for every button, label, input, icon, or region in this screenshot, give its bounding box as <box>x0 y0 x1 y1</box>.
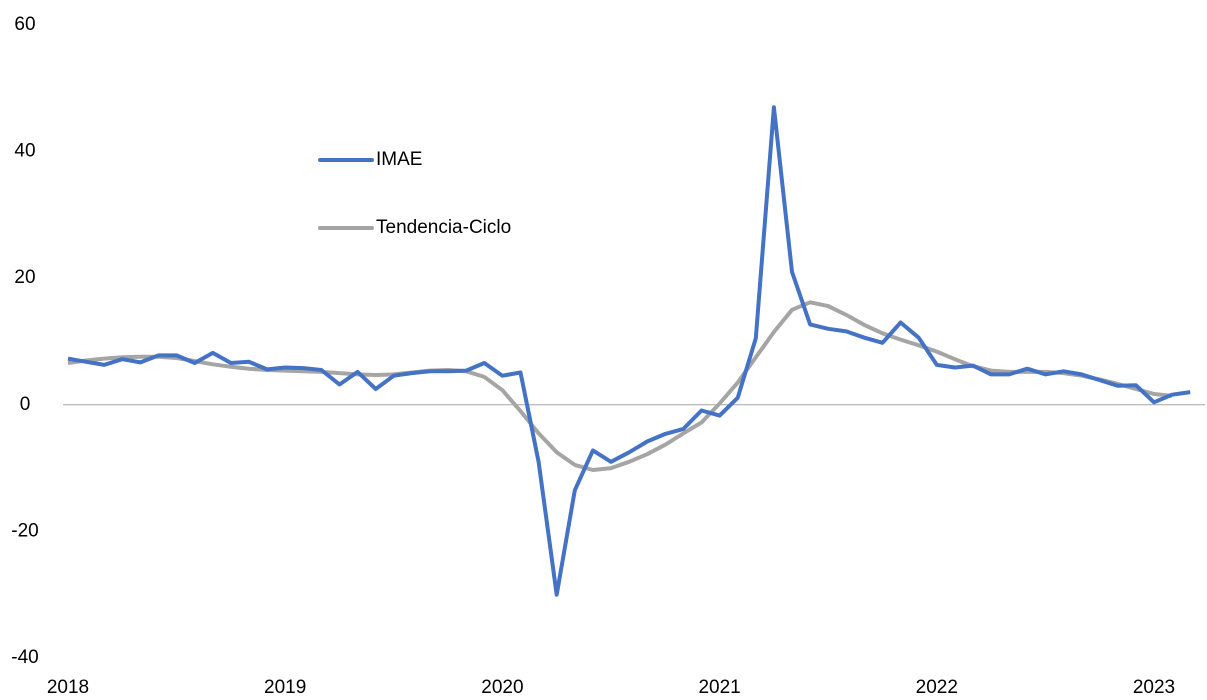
line-series <box>67 300 1173 472</box>
x-tick-label: 2023 <box>1133 677 1175 698</box>
legend-label: IMAE <box>376 149 422 170</box>
y-tick-label: 60 <box>14 14 35 35</box>
y-tick-label: 0 <box>20 394 31 415</box>
x-tick-label: 2021 <box>698 677 740 698</box>
y-tick-label: 20 <box>14 267 35 288</box>
x-tick-label: 2019 <box>264 677 306 698</box>
x-tick-label: 2020 <box>481 677 523 698</box>
line-series <box>67 105 1191 597</box>
x-tick-label: 2018 <box>47 677 89 698</box>
y-tick-label: 40 <box>14 141 35 162</box>
y-tick-label: -20 <box>11 520 38 541</box>
y-tick-label: -40 <box>11 647 38 668</box>
x-tick-label: 2022 <box>916 677 958 698</box>
legend-label: Tendencia-Ciclo <box>376 217 511 238</box>
